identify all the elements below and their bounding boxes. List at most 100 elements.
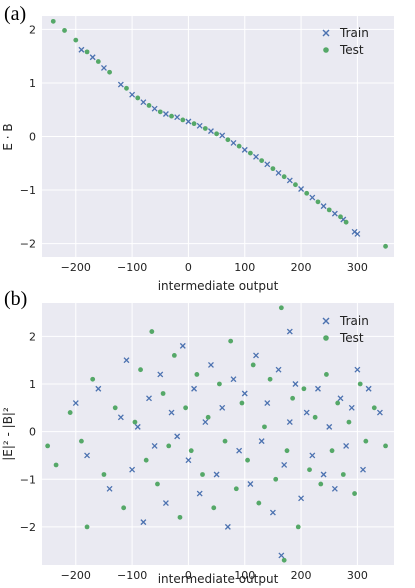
panel-b-test-point <box>155 481 160 487</box>
panel-b-train-point <box>337 395 344 402</box>
panel-b-ytick-label: 2 <box>29 330 36 343</box>
panel-b-train-point <box>117 414 124 421</box>
panel-a-test-point <box>73 37 79 43</box>
panel-b-train-point <box>275 366 282 373</box>
panel-b-test-point <box>45 443 51 449</box>
panel-b-ytick-label: −2 <box>20 521 36 534</box>
panel-b-train-point <box>376 409 383 416</box>
panel-a-train-point <box>286 177 293 184</box>
panel-a-train-point <box>78 46 85 53</box>
panel-a-train-point <box>354 231 361 237</box>
panel-a-xlabel: intermediate output <box>158 279 279 293</box>
panel-a-train-point <box>298 186 305 192</box>
panel-b-train-point <box>162 500 169 507</box>
panel-b-test-point <box>84 524 90 530</box>
panel-b-test-point <box>278 305 284 311</box>
panel-b-train-point <box>309 452 316 459</box>
panel-b-ytick-label: 0 <box>29 426 36 439</box>
panel-b-xtick-label: 100 <box>234 569 255 582</box>
panel-b-train-point <box>202 419 209 426</box>
panel-a-xtick-label: 100 <box>234 261 255 274</box>
panel-a-xtick-label: −100 <box>117 261 147 274</box>
panel-b-test-point <box>90 376 96 382</box>
panel-b-train-point <box>95 385 102 392</box>
panel-a-test-point <box>383 243 388 249</box>
panel-a-train-point <box>162 111 169 117</box>
panel-a: (a) −200 −100 0 100 200 300 2 1 0 −1 −2 intermedia… <box>1 3 394 293</box>
panel-b-train-point <box>326 423 333 430</box>
panel-a-test-point <box>95 59 101 64</box>
panel-b-test-point <box>101 472 107 477</box>
panel-a-train-point <box>275 169 282 176</box>
panel-b-xtick-label: 300 <box>347 569 368 582</box>
panel-b-train-point <box>365 385 372 392</box>
panel-b-test-point <box>239 400 245 406</box>
panel-b-train-point <box>315 385 321 392</box>
panel-b-test-point <box>205 414 211 420</box>
panel-a-label: (a) <box>4 3 26 25</box>
panel-b-train-point <box>241 390 248 397</box>
panel-a-ytick-label: 0 <box>29 131 36 144</box>
panel-b-train-point <box>185 457 192 464</box>
panel-b-xtick-label: −100 <box>117 569 147 582</box>
panel-a-train-point <box>100 64 107 71</box>
panel-a-test-point <box>62 28 67 33</box>
panel-b-train-point <box>343 442 350 449</box>
panel-b-test-point <box>188 448 194 454</box>
panel-b-legend: Train Test <box>322 314 369 345</box>
panel-b-train-point <box>258 438 265 445</box>
panel-a-train-point <box>89 54 96 61</box>
panel-a-test-point <box>157 109 163 115</box>
panel-a-train-point <box>264 161 271 168</box>
panel-a-test-point <box>293 182 298 188</box>
panel-b-train-point <box>134 423 141 430</box>
panel-a-test-point <box>247 150 253 156</box>
panel-b-train-point <box>157 371 164 378</box>
panel-b-train-point <box>348 404 355 411</box>
panel-b-test-point <box>200 472 205 477</box>
panel-a-test-point <box>146 103 152 108</box>
panel-b-test-point <box>340 472 346 477</box>
panel-b-ticks: −200 −100 0 100 200 300 2 1 0 −1 −2 <box>20 330 368 582</box>
panel-b-xlabel: intermediate output <box>158 572 279 586</box>
panel-a-train-point <box>151 105 158 112</box>
panel-a-test-point <box>124 85 129 91</box>
panel-a-test-point <box>169 113 174 119</box>
panel-a-legend: Train Test <box>322 26 369 57</box>
panel-a-grid <box>42 16 394 257</box>
panel-a-xtick-label: 0 <box>185 261 192 274</box>
panel-a-test-point <box>50 18 56 24</box>
panel-b-test-point <box>324 372 329 377</box>
panel-a-ticks: −200 −100 0 100 200 300 2 1 0 −1 −2 <box>20 23 368 274</box>
panel-b-test-point <box>383 443 388 449</box>
panel-b-legend-test-marker <box>323 335 329 341</box>
panel-b-test-point <box>290 395 296 401</box>
panel-b-train-point <box>230 376 237 383</box>
panel-b-train-point <box>72 400 79 406</box>
panel-b-test-point <box>312 414 318 420</box>
panel-a-test-point <box>338 214 343 220</box>
panel-a-test-point <box>259 158 265 164</box>
panel-a-train-point <box>230 139 237 146</box>
panel-b-test-point <box>53 462 59 468</box>
panel-b-train-point <box>151 442 158 449</box>
panel-a-test-point <box>202 126 208 131</box>
panel-a-test-point <box>236 143 242 149</box>
panel-a-train-point <box>117 81 124 88</box>
panel-b-test-point <box>295 524 301 530</box>
panel-a-test-point <box>214 131 219 137</box>
panel-b-test-point <box>357 381 363 387</box>
panel-a-legend-test: Test <box>339 43 364 57</box>
panel-b-train-point <box>331 485 338 492</box>
panel-a-legend-train-marker <box>322 29 330 37</box>
panel-b-test-point <box>217 381 222 387</box>
panel-a-test-point <box>270 166 276 172</box>
panel-b-train-point <box>286 419 293 426</box>
panel-b-test-point <box>67 410 73 415</box>
panel-b-train-point <box>264 400 271 406</box>
panel-b: (b) −200 −100 0 100 200 300 2 1 0 −1 −2 intermedia… <box>1 288 394 586</box>
panel-a-test-point <box>135 95 141 101</box>
panel-a-legend-train: Train <box>339 26 369 40</box>
panel-a-ytick-label: 2 <box>29 23 36 36</box>
panel-b-train-point <box>191 385 198 392</box>
